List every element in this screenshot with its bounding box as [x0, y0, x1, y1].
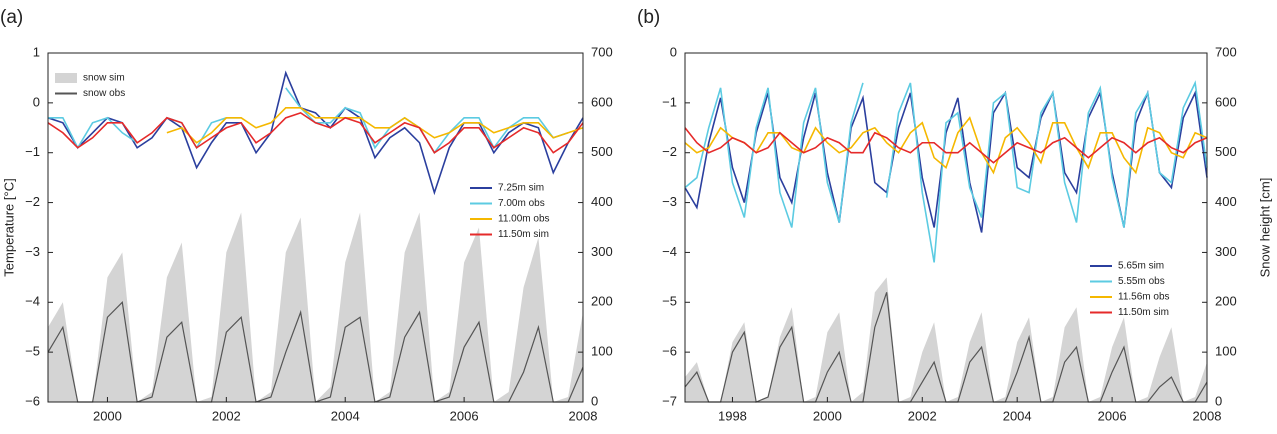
- y-tick-label: 0: [33, 94, 40, 109]
- x-tick-label: 2004: [1003, 408, 1032, 423]
- x-tick-label: 2008: [569, 408, 598, 423]
- legend-label: 5.55m obs: [1118, 276, 1165, 287]
- x-tick-label: 2006: [450, 408, 479, 423]
- legend-swatch: [55, 73, 77, 83]
- y2-tick-label: 400: [591, 194, 613, 209]
- legend-label: 5.65m sim: [1118, 261, 1164, 272]
- y-tick-label: −7: [662, 393, 677, 408]
- y2-tick-label: 200: [1215, 294, 1237, 309]
- series-line: [47, 111, 584, 154]
- y2-tick-label: 500: [591, 144, 613, 159]
- series-line: [684, 127, 1208, 164]
- y-tick-label: −4: [25, 294, 40, 309]
- y2-tick-label: 200: [591, 294, 613, 309]
- x-tick-label: 1998: [718, 408, 747, 423]
- y-tick-label: −2: [662, 144, 677, 159]
- y-tick-label: −6: [662, 344, 677, 359]
- y2-tick-label: 700: [1215, 44, 1237, 59]
- y2-tick-label: 0: [591, 393, 598, 408]
- panel-label: (b): [637, 7, 660, 28]
- snow-area: [685, 277, 1207, 402]
- y-tick-label: −2: [25, 194, 40, 209]
- y-axis-label: Temperature [°C]: [1, 178, 16, 276]
- legend-label: 11.50m sim: [498, 229, 549, 240]
- y-tick-label: −6: [25, 393, 40, 408]
- legend-label: 11.50m sim: [1118, 307, 1169, 318]
- legend-label: 7.25m sim: [498, 183, 544, 194]
- y-tick-label: −4: [662, 244, 677, 259]
- x-tick-label: 2006: [1098, 408, 1127, 423]
- y2-tick-label: 300: [591, 244, 613, 259]
- y2-tick-label: 100: [591, 344, 613, 359]
- series-line: [684, 116, 1208, 175]
- x-tick-label: 2008: [1193, 408, 1222, 423]
- legend-label: 7.00m obs: [498, 198, 545, 209]
- legend-label: snow obs: [83, 88, 125, 99]
- legend-label: 11.56m obs: [1118, 292, 1170, 303]
- panel: (b)Snow height [cm]1998 2000 2002 2004 2006 2…: [637, 7, 1272, 423]
- y2-tick-label: 600: [591, 94, 613, 109]
- legend: 5.65m sim 5.55m obs 11.56m obs 11.50m sim: [1090, 261, 1170, 318]
- y-tick-label: −5: [25, 344, 40, 359]
- x-tick-label: 2004: [331, 408, 360, 423]
- x-tick-label: 2002: [908, 408, 937, 423]
- y2-tick-label: 100: [1215, 344, 1237, 359]
- y2-tick-label: 400: [1215, 194, 1237, 209]
- y2-axis-label: Snow height [cm]: [1257, 178, 1272, 278]
- y2-tick-label: 600: [1215, 94, 1237, 109]
- y-tick-label: −3: [25, 244, 40, 259]
- legend: snow sim snow obs: [55, 73, 125, 99]
- y-tick-label: −3: [662, 194, 677, 209]
- legend-label: snow sim: [83, 73, 125, 84]
- panel-label: (a): [0, 7, 23, 28]
- series-line: [47, 70, 584, 196]
- y-tick-label: 0: [670, 44, 677, 59]
- x-tick-label: 2000: [813, 408, 842, 423]
- series-line: [166, 107, 584, 144]
- y-tick-label: −1: [25, 144, 40, 159]
- y-tick-label: −1: [662, 94, 677, 109]
- y2-tick-label: 500: [1215, 144, 1237, 159]
- plot-frame: [47, 52, 584, 403]
- y2-tick-label: 300: [1215, 244, 1237, 259]
- x-tick-label: 2000: [93, 408, 122, 423]
- legend: 7.25m sim 7.00m obs 11.00m obs 11.50m sim: [470, 183, 550, 240]
- y-tick-label: −5: [662, 294, 677, 309]
- x-tick-label: 2002: [212, 408, 241, 423]
- plot-frame: [684, 52, 1208, 403]
- panel: (a)Temperature [°C]2000 2002 2004 2006 2008−…: [0, 7, 613, 423]
- y-tick-label: 1: [33, 44, 40, 59]
- y2-tick-label: 700: [591, 44, 613, 59]
- y2-tick-label: 0: [1215, 393, 1222, 408]
- legend-label: 11.00m obs: [498, 214, 550, 225]
- snow-area: [48, 212, 583, 402]
